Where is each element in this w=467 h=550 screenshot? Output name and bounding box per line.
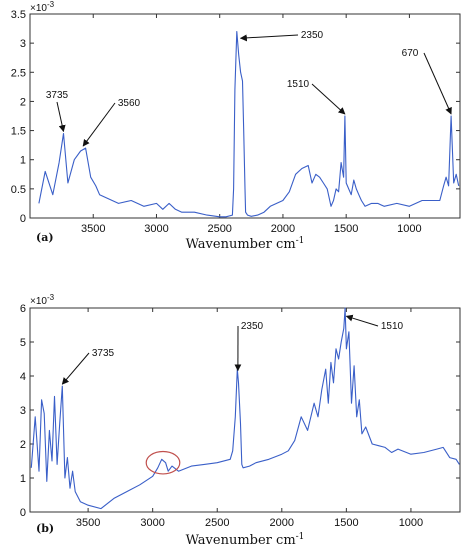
- panel-b-y-tick-label: 5: [20, 337, 26, 349]
- panel-b-x-tick-label: 3500: [76, 517, 100, 529]
- panel-a-y-tick-label: 0: [20, 213, 26, 225]
- panel-a-y-multiplier: ×10-3: [30, 0, 55, 14]
- panel-a-x-tick-label: 3500: [81, 223, 105, 235]
- panel-b-y-tick-label: 0: [20, 507, 26, 519]
- panel-b-x-tick-label: 3000: [140, 517, 164, 529]
- panel-a-annotation-arrow: [56, 101, 66, 133]
- panel-a-y-tick-label: 2.5: [11, 67, 26, 79]
- panel-a-x-tick-label: 2000: [271, 223, 295, 235]
- panel-a-plot-frame: [29, 13, 461, 219]
- panel-a-y-tick-label: 3: [20, 38, 26, 50]
- panel-b-x-tick-label: 2500: [205, 517, 229, 529]
- panel-b-y-tick-label: 1: [20, 473, 26, 485]
- panel-b-x-tick-label: 2000: [270, 517, 294, 529]
- panel-b-x-tick-label: 1500: [334, 517, 358, 529]
- panel-a-x-tick-label: 1000: [397, 223, 421, 235]
- panel-b-series-line: [30, 307, 460, 510]
- panel-a-annotation-arrow: [239, 34, 299, 42]
- panel-a-annotation-arrow: [311, 83, 346, 115]
- panel-a-y-tick-label: 3.5: [11, 9, 26, 21]
- panel-b-x-axis-label-text: Wavenumber cm: [186, 533, 296, 548]
- panel-a-annotation-label: 2350: [301, 30, 324, 41]
- panel-a-x-tick-label: 3000: [144, 223, 168, 235]
- panel-a-annotation-arrow: [423, 52, 452, 115]
- panel-a-annotation-label: 670: [402, 48, 419, 59]
- panel-a-x-axis-label: Wavenumber cm-1: [186, 236, 305, 252]
- panel-b-highlight-ellipse: [145, 450, 181, 475]
- panel-b-annotation-label: 3735: [92, 348, 115, 359]
- panel-b-annotation-label: 2350: [241, 321, 264, 332]
- panel-a-x-axis-label-sup: -1: [296, 236, 305, 246]
- panel-b-annotation-label: 1510: [381, 321, 404, 332]
- panel-a-y-tick-label: 1.5: [11, 126, 26, 138]
- panel-b-x-axis-label: Wavenumber cm-1: [186, 532, 305, 548]
- panel-b-y-tick-label: 4: [20, 371, 26, 383]
- panel-b-y-multiplier-base: ×10: [30, 296, 47, 307]
- panel-b-y-tick-label: 6: [20, 303, 26, 315]
- panel-b-annotation-arrow: [61, 352, 90, 385]
- panel-b-panel-label: (b): [36, 522, 54, 535]
- panel-a-annotation-label: 1510: [287, 79, 310, 90]
- panel-a-y-tick-label: 1: [20, 155, 26, 167]
- panel-b-x-axis-label-sup: -1: [296, 532, 305, 542]
- panel-b-x-tick-label: 1000: [399, 517, 423, 529]
- panel-a-x-tick-label: 1500: [334, 223, 358, 235]
- panel-a-y-tick-label: 2: [20, 96, 26, 108]
- panel-b-y-tick-label: 2: [20, 439, 26, 451]
- panel-a-y-tick-label: 0.5: [11, 184, 26, 196]
- chart-panel-a: 3500 3000 2500 2000 1500 1000 0 0.5 1 1.5 2 2.5 3 3.5…: [11, 0, 461, 252]
- panel-a-y-multiplier-exp: -3: [47, 0, 55, 9]
- panel-a-x-axis-label-text: Wavenumber cm: [186, 237, 296, 252]
- panel-a-annotation-arrow: [82, 102, 116, 147]
- panel-a-series-line: [38, 30, 460, 218]
- panel-b-y-multiplier: ×10-3: [30, 293, 55, 307]
- panel-a-x-tick-label: 2500: [207, 223, 231, 235]
- panel-a-annotation-label: 3560: [118, 98, 141, 109]
- panel-b-annotation-arrow: [345, 314, 379, 327]
- panel-b-y-multiplier-exp: -3: [47, 293, 55, 302]
- panel-b-y-tick-label: 3: [20, 405, 26, 417]
- chart-panel-b: 3500 3000 2500 2000 1500 1000 0 1 2 3 4 5 6 ×10-3 3735…: [20, 293, 461, 548]
- panel-a-y-multiplier-base: ×10: [30, 3, 47, 14]
- panel-a-annotation-label: 3735: [46, 90, 69, 101]
- panel-b-plot-frame: [29, 307, 461, 513]
- panel-a-panel-label: (a): [36, 231, 54, 244]
